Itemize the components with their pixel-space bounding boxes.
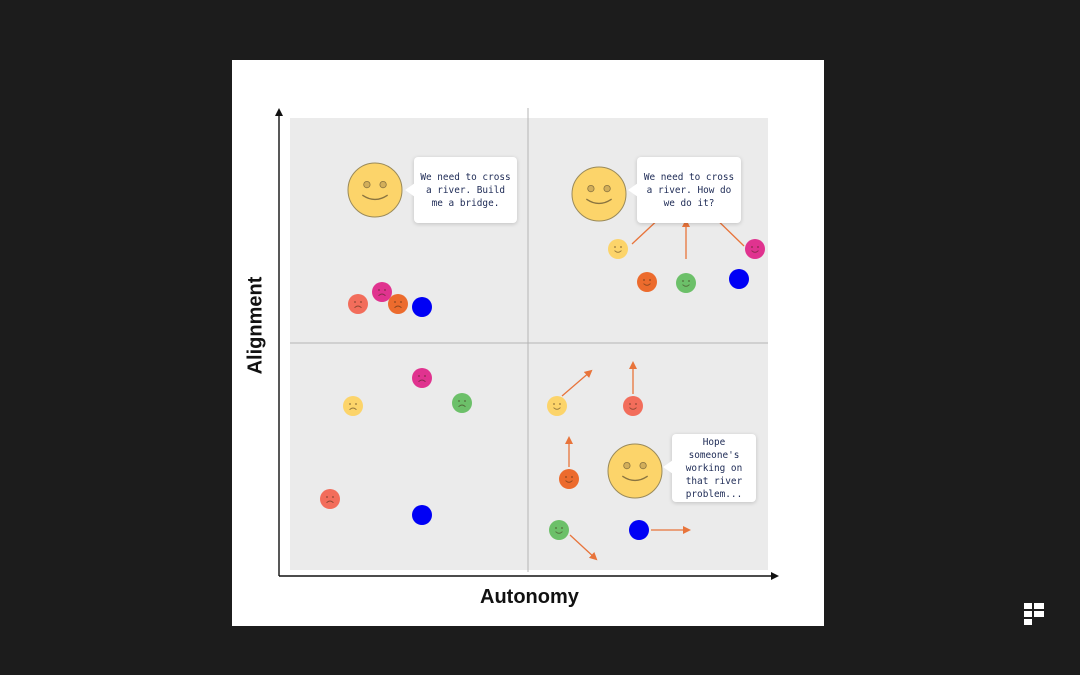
team-member-face-icon (388, 294, 408, 314)
team-member-face-icon (412, 505, 432, 525)
speech-bubble-top-left: We need to cross a river. Build me a bri… (405, 157, 517, 223)
team-member-face-icon (343, 396, 363, 416)
team-member-face-icon (549, 520, 569, 540)
x-axis-title: Autonomy (480, 586, 579, 608)
team-member-face-icon (676, 273, 696, 293)
team-member-face-icon (348, 294, 368, 314)
team-member-face-icon (608, 239, 628, 259)
alignment-autonomy-diagram (275, 108, 779, 580)
team-member-face-icon (729, 269, 749, 289)
team-member-face-icon (623, 396, 643, 416)
brand-logo-icon (1024, 603, 1044, 625)
team-member-face-icon (412, 368, 432, 388)
team-member-face-icon (412, 297, 432, 317)
y-axis-title: Alignment (244, 276, 267, 375)
team-member-face-icon (637, 272, 657, 292)
team-member-face-icon (372, 282, 392, 302)
speech-bubble-top-right: We need to cross a river. How do we do i… (628, 157, 741, 223)
team-member-face-icon (629, 520, 649, 540)
team-member-face-icon (320, 489, 340, 509)
leader-smiley-icon (347, 162, 403, 218)
diagram-card: Autonomy Alignment We need to cross a ri… (232, 60, 824, 626)
team-member-face-icon (559, 469, 579, 489)
speech-bubble-bottom-right: Hope someone's working on that river pro… (663, 434, 756, 502)
team-member-face-icon (547, 396, 567, 416)
team-member-face-icon (745, 239, 765, 259)
arrow-icon (561, 369, 593, 397)
team-member-face-icon (452, 393, 472, 413)
leader-smiley-icon (571, 166, 627, 222)
arrow-icon (569, 534, 598, 561)
leader-smiley-icon (607, 443, 663, 499)
